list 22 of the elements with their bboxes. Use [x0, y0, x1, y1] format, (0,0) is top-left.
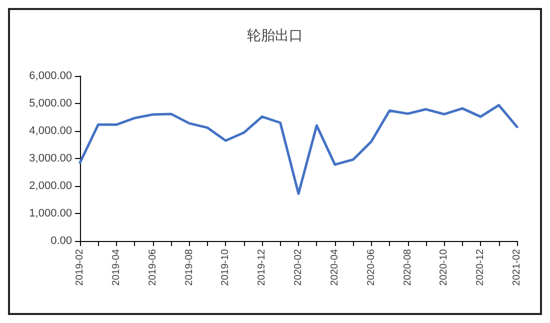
- y-tick-label: 3,000.00: [29, 152, 72, 164]
- x-tick-label: 2020-04: [329, 248, 340, 286]
- x-tick-label: 2020-12: [475, 248, 486, 286]
- y-tick-label: 1,000.00: [29, 208, 72, 220]
- x-tick-label: 2019-06: [147, 248, 158, 286]
- y-tick-label: 0.00: [50, 235, 72, 247]
- line-series: [78, 104, 518, 195]
- x-tick-label: 2019-08: [184, 248, 195, 286]
- y-tick-label: 4,000.00: [29, 125, 72, 137]
- y-tick-label: 5,000.00: [29, 98, 72, 110]
- chart-title: 轮胎出口: [247, 28, 303, 44]
- x-tick-label: 2020-06: [366, 248, 377, 286]
- x-tick-label: 2019-10: [220, 248, 232, 286]
- x-tick-label: 2019-04: [110, 248, 122, 286]
- x-tick-label: 2021-02: [512, 248, 522, 286]
- x-tick-label: 2020-02: [293, 248, 304, 286]
- y-tick-label: 2,000.00: [29, 180, 72, 192]
- y-tick-label: 6,000.00: [29, 70, 72, 82]
- x-tick-label: 2020-08: [402, 248, 414, 286]
- x-tick-label: 2019-12: [256, 248, 268, 286]
- x-tick-label: 2020-10: [438, 248, 450, 286]
- x-tick-label: 2019-02: [74, 248, 86, 286]
